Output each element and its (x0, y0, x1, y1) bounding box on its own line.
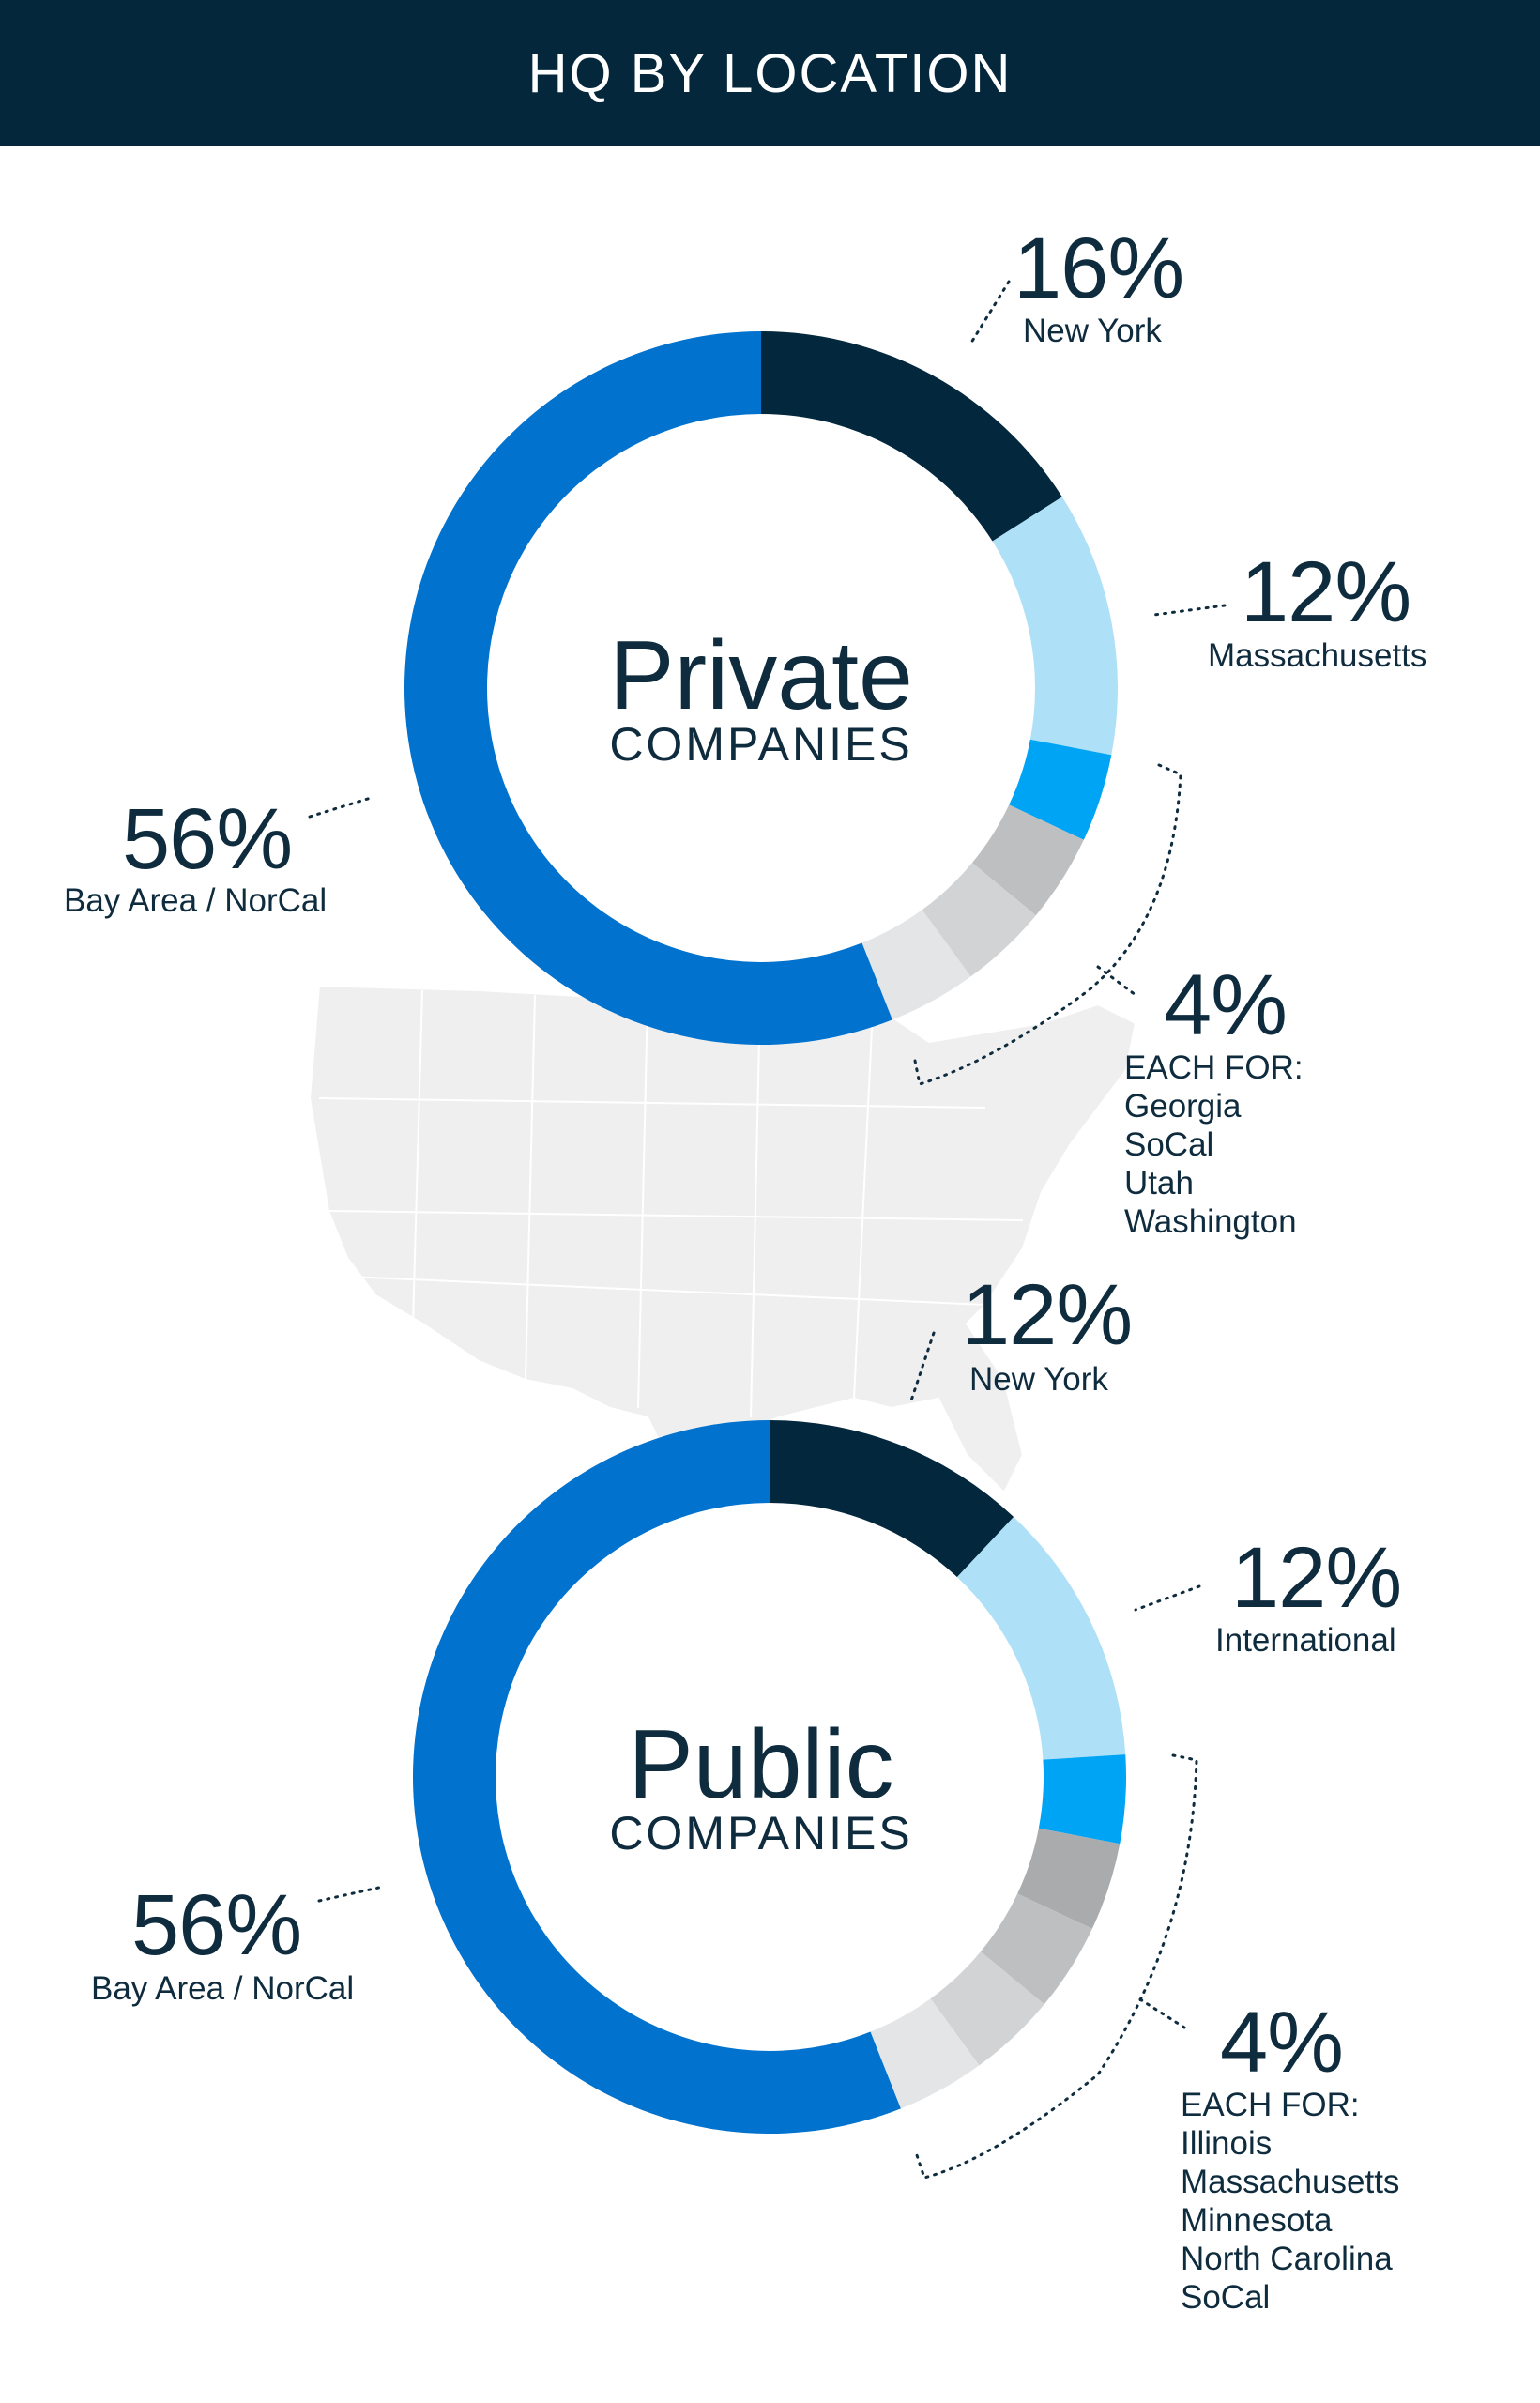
public-group-item: Illinois (1181, 2125, 1273, 2162)
public-group-item: Massachusetts (1181, 2164, 1400, 2200)
page-title: HQ BY LOCATION (527, 42, 1013, 104)
public-group-pct: 4% (1220, 1995, 1344, 2090)
public-slice-illinois (1038, 1754, 1126, 1844)
private-slice-georgia (1009, 739, 1112, 840)
public-group-item: North Carolina (1181, 2241, 1393, 2277)
leader-private-bracket (913, 763, 1182, 1086)
private-top-label: New York (1023, 313, 1162, 349)
public-group-item: SoCal (1181, 2279, 1271, 2316)
private-group-list: EACH FOR: Georgia SoCal Utah Washington (1124, 1048, 1304, 1241)
public-slice-socal (870, 1998, 980, 2109)
state-borders (318, 989, 1024, 1418)
private-group-item: Utah (1124, 1165, 1194, 1202)
public-right-pct: 12% (1231, 1530, 1402, 1626)
leader-public-left (317, 1885, 385, 1903)
private-center-subtitle: COMPANIES (609, 718, 913, 771)
public-slice-bay-area-norcal (413, 1420, 901, 2134)
private-group-heading: EACH FOR: (1124, 1049, 1304, 1086)
public-slice-new-york (770, 1420, 1014, 1578)
us-map-background (308, 984, 1137, 1494)
private-slice-new-york (761, 331, 1062, 542)
public-slice-north-carolina (930, 1951, 1044, 2066)
public-center-title: Public (628, 1710, 894, 1819)
private-group-item: SoCal (1124, 1126, 1214, 1163)
private-group-pct: 4% (1164, 957, 1288, 1053)
leader-public-right (1134, 1584, 1201, 1612)
leader-private-bracket-tail (1096, 965, 1137, 997)
public-group-list: EACH FOR: Illinois Massachusetts Minneso… (1181, 2086, 1399, 2317)
private-left-label: Bay Area / NorCal (64, 882, 328, 919)
private-slice-washington (861, 910, 971, 1020)
private-slice-bay-area-norcal (404, 331, 892, 1045)
leader-public-top (908, 1331, 936, 1405)
public-left-label: Bay Area / NorCal (91, 1970, 355, 2007)
public-group-item: Minnesota (1181, 2202, 1333, 2239)
private-right-pct: 12% (1241, 544, 1411, 640)
private-group-item: Georgia (1124, 1088, 1242, 1125)
private-slice-massachusetts (992, 497, 1118, 756)
public-top-pct: 12% (962, 1267, 1133, 1363)
public-right-label: International (1215, 1622, 1396, 1659)
public-top-label: New York (969, 1361, 1108, 1398)
leader-public-bracket (913, 1753, 1198, 2180)
public-left-pct: 56% (131, 1877, 302, 1973)
private-top-pct: 16% (1014, 221, 1184, 316)
private-group-item: Washington (1124, 1203, 1297, 1240)
leader-private-left (308, 796, 373, 819)
leader-public-bracket-tail (1138, 1997, 1186, 2029)
private-slice-utah (922, 863, 1036, 977)
public-center-subtitle: COMPANIES (609, 1807, 913, 1860)
private-left-pct: 56% (122, 791, 293, 887)
private-slice-socal (971, 804, 1084, 916)
private-center-title: Private (609, 621, 913, 730)
us-map-shape (308, 984, 1137, 1494)
leader-private-top (969, 280, 1011, 344)
public-slice-massachusetts (1017, 1828, 1121, 1929)
page-header: HQ BY LOCATION (0, 0, 1540, 146)
public-group-heading: EACH FOR: (1181, 2087, 1360, 2123)
private-right-label: Massachusetts (1208, 637, 1427, 674)
public-slice-minnesota (980, 1893, 1092, 2005)
public-slice-international (956, 1516, 1126, 1760)
leader-private-right (1152, 604, 1227, 617)
